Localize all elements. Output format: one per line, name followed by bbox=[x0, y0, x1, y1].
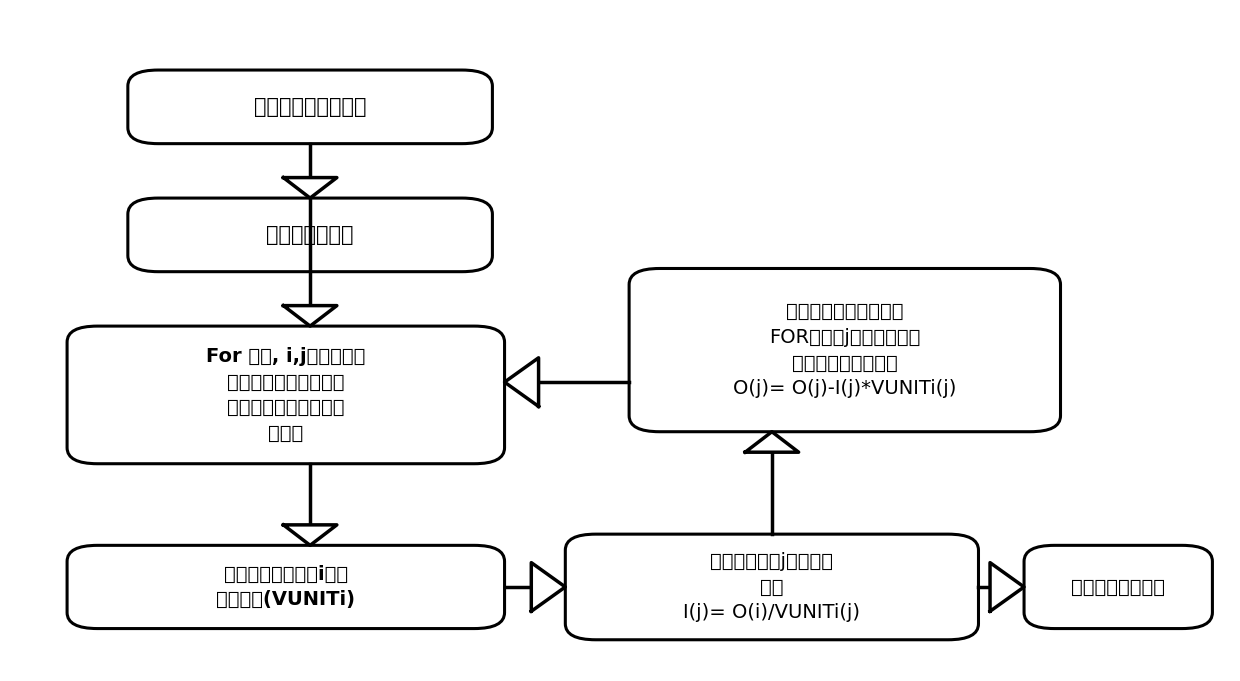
FancyBboxPatch shape bbox=[1024, 545, 1213, 629]
Polygon shape bbox=[284, 178, 337, 198]
Polygon shape bbox=[505, 358, 538, 407]
Polygon shape bbox=[745, 432, 799, 452]
Text: 读取探测器响应矩阵: 读取探测器响应矩阵 bbox=[254, 97, 366, 117]
FancyBboxPatch shape bbox=[128, 70, 492, 144]
FancyBboxPatch shape bbox=[67, 545, 505, 629]
Text: 读取响应矩阵中第i能量
响应向量(VUNITi): 读取响应矩阵中第i能量 响应向量(VUNITi) bbox=[216, 565, 356, 609]
FancyBboxPatch shape bbox=[629, 268, 1060, 432]
Polygon shape bbox=[531, 563, 565, 612]
Polygon shape bbox=[284, 525, 337, 545]
Polygon shape bbox=[990, 563, 1024, 612]
FancyBboxPatch shape bbox=[128, 198, 492, 272]
FancyBboxPatch shape bbox=[565, 534, 978, 639]
Text: 读取测量能量谱: 读取测量能量谱 bbox=[267, 225, 353, 245]
Text: 计算能量谱第j能量原始
能量
I(j)= O(i)/VUNITi(j): 计算能量谱第j能量原始 能量 I(j)= O(i)/VUNITi(j) bbox=[683, 552, 861, 622]
Polygon shape bbox=[284, 306, 337, 326]
Text: For 循环, i,j值分别从测
量和退卷积后原始能量
谱最高道数值降至最低
道数值: For 循环, i,j值分别从测 量和退卷积后原始能量 谱最高道数值降至最低 道… bbox=[206, 347, 366, 443]
Text: 计算处理后残余能量谱
FOR循环，j从能量谱道数
最低值到最高值递增
O(j)= O(j)-I(j)*VUNITi(j): 计算处理后残余能量谱 FOR循环，j从能量谱道数 最低值到最高值递增 O(j)=… bbox=[733, 302, 956, 398]
FancyBboxPatch shape bbox=[67, 326, 505, 464]
Text: 能量谱退卷积结果: 能量谱退卷积结果 bbox=[1071, 577, 1166, 597]
